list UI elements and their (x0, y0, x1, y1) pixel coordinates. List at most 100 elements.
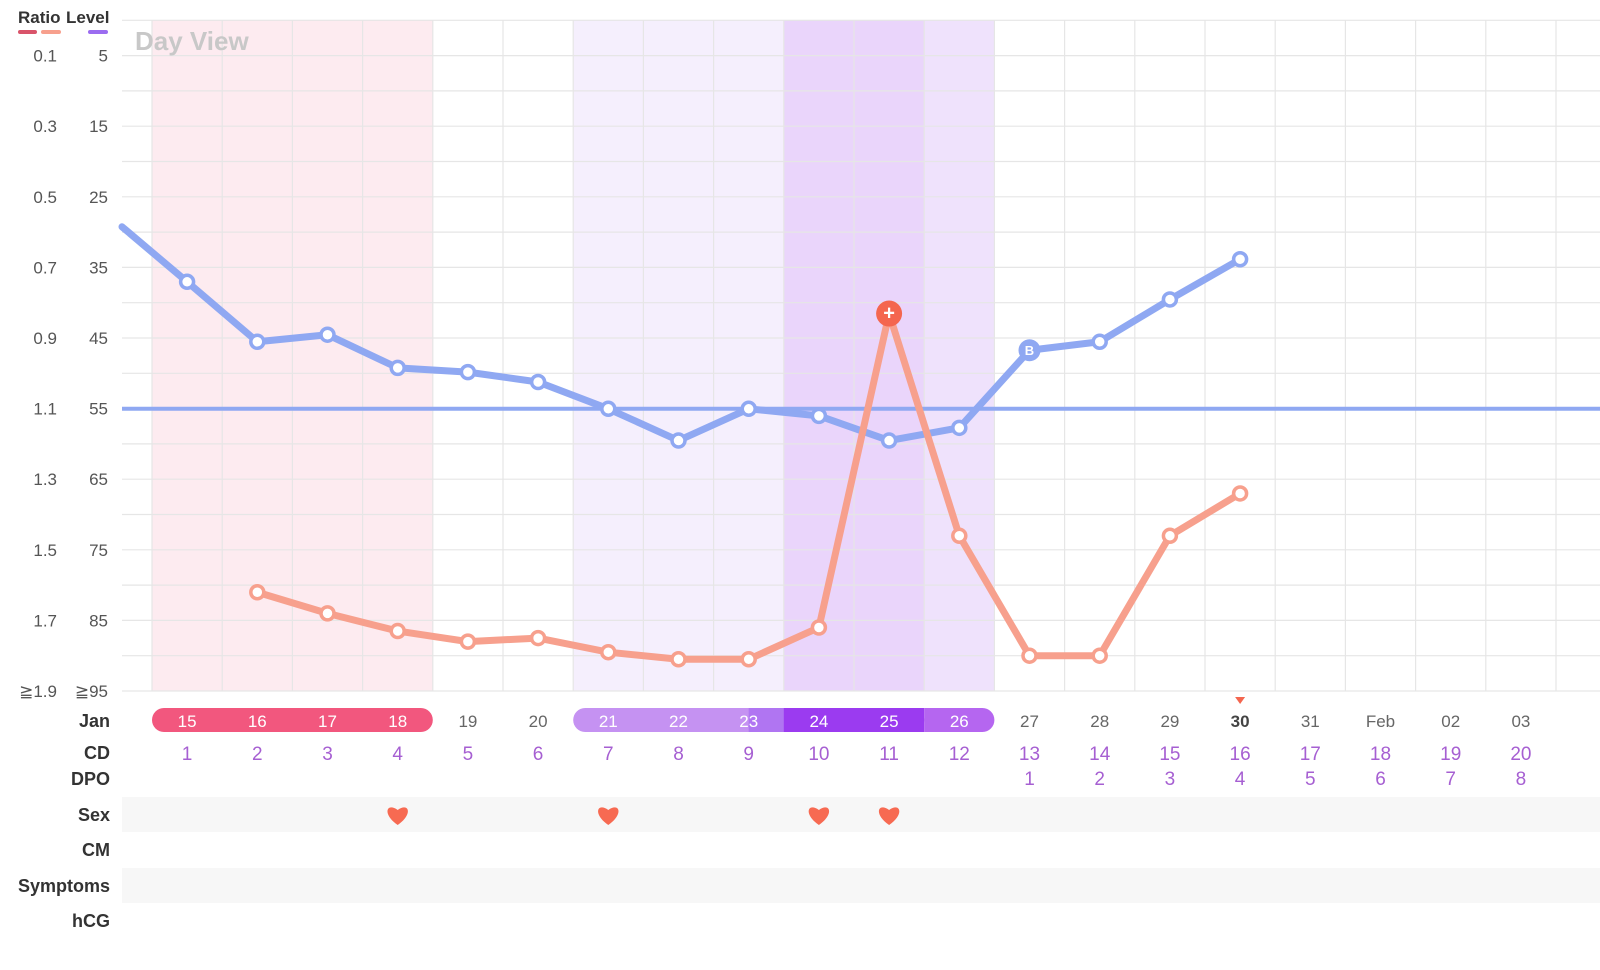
date-label: 27 (1020, 712, 1039, 731)
fertile-pill-joiner (924, 708, 960, 732)
level-point (319, 326, 336, 343)
date-label: 19 (458, 712, 477, 731)
dpo-label: 8 (1516, 769, 1527, 790)
level-tick-label: ≧95 (75, 682, 108, 701)
sex-heart-icon (808, 807, 830, 825)
cycle-day-label: 19 (1440, 744, 1461, 765)
cycle-day-label: 15 (1159, 744, 1180, 765)
ratio-point (1231, 485, 1249, 502)
period-shade (152, 20, 223, 691)
cycle-day-label: 11 (879, 744, 899, 765)
level-point (1161, 291, 1179, 308)
cycle-day-label: 3 (322, 744, 333, 765)
fertile-shade (713, 20, 784, 691)
ratio-point (249, 583, 266, 601)
fertile-pill-joiner (783, 708, 819, 732)
date-label: 25 (880, 712, 899, 731)
date-label: 18 (388, 712, 407, 731)
cycle-day-label: 5 (463, 744, 474, 765)
row-label-hcg: hCG (72, 911, 110, 931)
ratio-point (740, 651, 757, 668)
ratio-point (600, 643, 617, 661)
dpo-label: 4 (1235, 769, 1246, 790)
ratio-tick-label: 0.9 (33, 329, 57, 348)
cycle-day-label: 1 (182, 744, 193, 765)
level-point (459, 363, 477, 381)
legend-ratio: Ratio (18, 8, 61, 34)
level-tick-label: 85 (89, 611, 108, 630)
legend-level-label: Level (66, 8, 110, 27)
level-marker-point (1018, 339, 1041, 362)
ratio-point (529, 629, 547, 647)
date-label: Feb (1366, 712, 1395, 731)
ratio-tick-label: 1.1 (33, 400, 57, 419)
dpo-label: 5 (1305, 769, 1316, 790)
today-marker (1235, 697, 1246, 704)
date-label: 15 (178, 712, 197, 731)
row-label-dpo: DPO (70, 769, 110, 789)
level-tick-label: 45 (89, 329, 108, 348)
level-tick-label: 75 (89, 541, 108, 560)
ratio-tick-label: 1.5 (33, 541, 57, 560)
row-label-cm: CM (82, 840, 110, 860)
ratio-tick-label: ≧1.9 (19, 682, 57, 701)
dpo-label: 6 (1375, 769, 1386, 790)
ratio-tick-label: 0.3 (33, 117, 57, 136)
peak-fertile-shade (783, 20, 854, 691)
cycle-day-label: 14 (1089, 744, 1111, 765)
row-label-cd: CD (84, 743, 110, 763)
cycle-day-label: 2 (252, 744, 263, 765)
ratio-tick-label: 0.1 (33, 47, 57, 66)
date-label: 21 (599, 712, 618, 731)
level-tick-label: 5 (99, 47, 108, 66)
dpo-label: 2 (1094, 769, 1105, 790)
date-label: 16 (248, 712, 267, 731)
level-point (951, 419, 968, 437)
sex-heart-icon (878, 807, 900, 825)
row-label-month: Jan (78, 711, 110, 731)
cycle-day-label: 9 (743, 744, 754, 765)
legend-ratio-label: Ratio (18, 8, 61, 27)
ratio-tick-label: 0.5 (33, 188, 57, 207)
date-label: 28 (1090, 712, 1109, 731)
ratio-point (951, 527, 968, 545)
date-label: 29 (1160, 712, 1179, 731)
fertile-shade (573, 20, 644, 691)
level-point (1091, 333, 1108, 351)
level-tick-label: 55 (89, 400, 108, 419)
ratio-point (389, 622, 406, 640)
legend-level-swatch (88, 30, 108, 34)
legend-level: Level (66, 8, 109, 34)
peak-fertile-shade (854, 20, 925, 691)
legend-ratio-swatch (18, 30, 61, 34)
level-point (529, 373, 547, 391)
level-point (670, 432, 687, 449)
sex-row-band (122, 797, 1600, 832)
cycle-day-label: 6 (533, 744, 544, 765)
date-label: 31 (1301, 712, 1320, 731)
sex-heart-icon (387, 807, 408, 825)
level-tick-label: 65 (89, 470, 108, 489)
dpo-label: 3 (1165, 769, 1176, 790)
symptoms-row-band (122, 868, 1600, 903)
level-point (600, 400, 617, 418)
cycle-day-label: 20 (1510, 744, 1531, 765)
period-shade (292, 20, 363, 691)
date-label: 20 (529, 712, 548, 731)
ratio-tick-label: 1.7 (33, 611, 57, 630)
date-label: 24 (809, 712, 828, 731)
date-label: 26 (950, 712, 969, 731)
ratio-point (459, 633, 477, 650)
date-label: 02 (1441, 712, 1460, 731)
level-point (880, 432, 898, 449)
level-point (249, 333, 266, 351)
ratio-tick-label: 1.3 (33, 470, 57, 489)
fertile-date-pill (573, 708, 784, 732)
cycle-day-label: 17 (1300, 744, 1321, 765)
ratio-point (1161, 527, 1179, 545)
cycle-day-label: 7 (603, 744, 614, 765)
date-label: 22 (669, 712, 688, 731)
cycle-day-label: 12 (949, 744, 970, 765)
level-tick-label: 25 (89, 188, 108, 207)
